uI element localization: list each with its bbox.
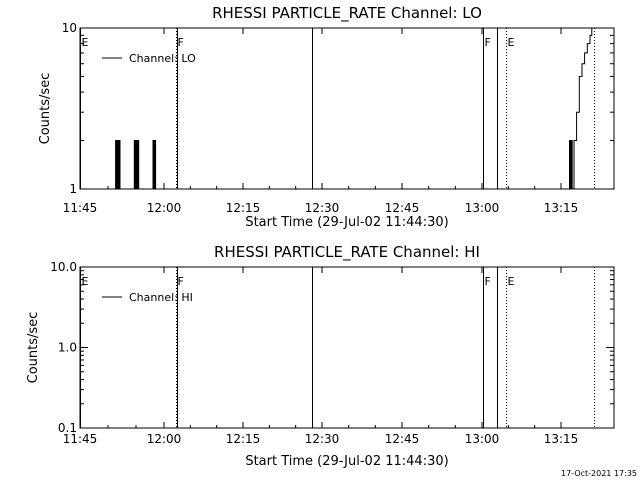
data-series-line — [114, 140, 121, 190]
timestamp-label: 17-Oct-2021 17:35 — [561, 469, 637, 478]
x-tick-label: 12:30 — [305, 201, 340, 215]
x-tick-label: 13:00 — [465, 432, 500, 446]
x-axis-label: Start Time (29-Jul-02 11:44:30) — [245, 454, 448, 469]
y-tick-label: 10.0 — [50, 260, 77, 274]
time-marker-label: E — [508, 275, 515, 288]
y-tick-label: 0.1 — [58, 421, 77, 435]
chart-panel-lo: RHESSI PARTICLE_RATE Channel: LO 11:45 12:… — [38, 4, 615, 230]
time-marker-label: E — [82, 275, 89, 288]
time-marker-label: F — [178, 36, 184, 49]
legend-entry: Channel: HI — [129, 291, 193, 304]
data-series-line — [152, 140, 157, 190]
time-marker-label: F — [178, 275, 184, 288]
x-tick-label: 12:15 — [226, 201, 261, 215]
legend-entry: Channel: LO — [129, 52, 196, 65]
x-tick-label: 13:15 — [544, 201, 579, 215]
time-marker-label: E — [82, 36, 89, 49]
chart-panel-hi: RHESSI PARTICLE_RATE Channel: HI 11:45 12:… — [26, 243, 615, 469]
y-tick-label: 10 — [62, 21, 77, 35]
y-axis-label: Counts/sec — [26, 312, 41, 384]
data-series-line — [133, 140, 140, 190]
time-marker-label: F — [485, 36, 491, 49]
chart-title: RHESSI PARTICLE_RATE Channel: LO — [212, 4, 482, 23]
x-axis-label: Start Time (29-Jul-02 11:44:30) — [245, 215, 448, 230]
time-marker-label: E — [508, 36, 515, 49]
x-tick-label: 12:45 — [385, 432, 420, 446]
y-axis-label: Counts/sec — [38, 73, 53, 145]
data-series-line — [568, 28, 593, 190]
y-tick-label: 1.0 — [58, 341, 77, 355]
x-tick-label: 12:30 — [305, 432, 340, 446]
time-marker-label: F — [485, 275, 491, 288]
x-tick-label: 12:00 — [147, 432, 182, 446]
x-tick-label: 12:15 — [226, 432, 261, 446]
x-tick-label: 13:15 — [544, 432, 579, 446]
x-tick-label: 12:00 — [147, 201, 182, 215]
x-tick-label: 12:45 — [385, 201, 420, 215]
x-tick-label: 11:45 — [63, 201, 98, 215]
x-tick-label: 13:00 — [465, 201, 500, 215]
x-tick-label: 11:45 — [63, 432, 98, 446]
chart-title: RHESSI PARTICLE_RATE Channel: HI — [214, 243, 480, 262]
y-tick-label: 1 — [69, 182, 77, 196]
